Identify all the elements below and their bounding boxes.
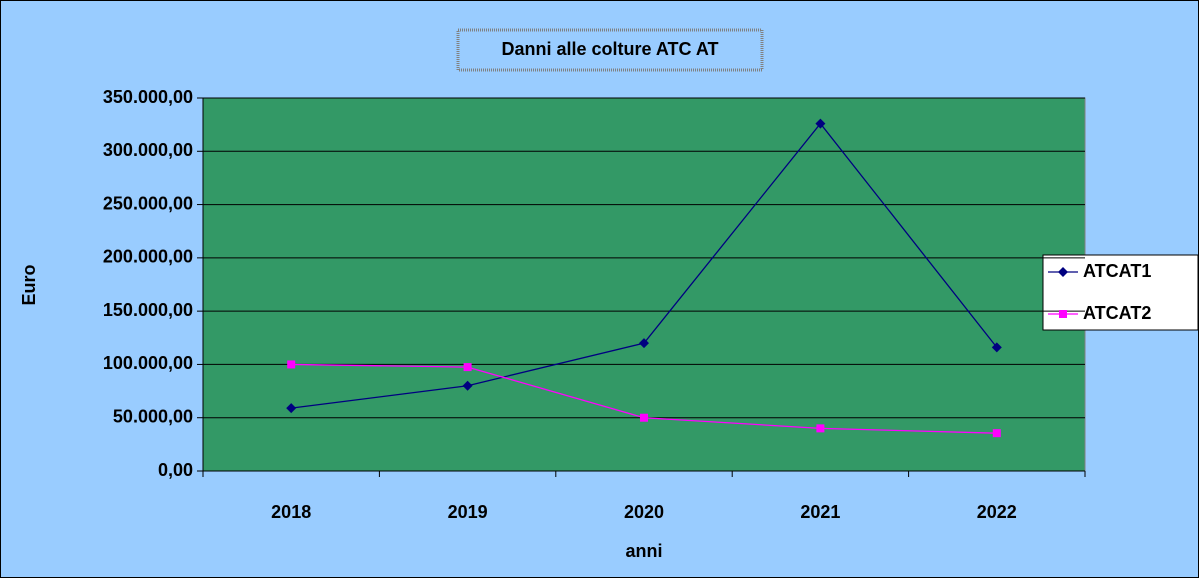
x-axis-title: anni: [625, 541, 662, 561]
y-tick-label: 350.000,00: [103, 87, 193, 107]
marker: [1058, 267, 1068, 277]
x-tick-label: 2018: [271, 502, 311, 522]
y-tick-label: 100.000,00: [103, 353, 193, 373]
y-axis-title: Euro: [19, 264, 39, 305]
marker: [639, 338, 649, 349]
marker: [815, 118, 826, 129]
marker: [286, 403, 297, 414]
x-tick-label: 2021: [800, 502, 840, 522]
marker: [991, 342, 1002, 353]
x-tick-label: 2019: [448, 502, 488, 522]
marker: [992, 429, 1001, 438]
marker: [463, 363, 472, 372]
chart-title: Danni alle colture ATC AT: [501, 39, 718, 59]
y-tick-label: 200.000,00: [103, 247, 193, 267]
y-tick-label: 50.000,00: [113, 406, 193, 426]
y-tick-label: 0,00: [158, 460, 193, 480]
plot-area: [202, 97, 1086, 472]
title-box: [456, 28, 764, 72]
x-tick-label: 2022: [977, 502, 1017, 522]
marker: [287, 360, 296, 369]
legend-box: [1042, 254, 1199, 331]
marker: [816, 424, 825, 433]
legend-label: ATCAT1: [1083, 261, 1151, 281]
x-tick-label: 2020: [624, 502, 664, 522]
marker: [1059, 310, 1067, 318]
y-tick-label: 250.000,00: [103, 193, 193, 213]
marker: [462, 380, 473, 391]
y-tick-label: 300.000,00: [103, 140, 193, 160]
y-tick-label: 150.000,00: [103, 300, 193, 320]
marker: [640, 413, 648, 422]
legend-label: ATCAT2: [1083, 303, 1151, 323]
